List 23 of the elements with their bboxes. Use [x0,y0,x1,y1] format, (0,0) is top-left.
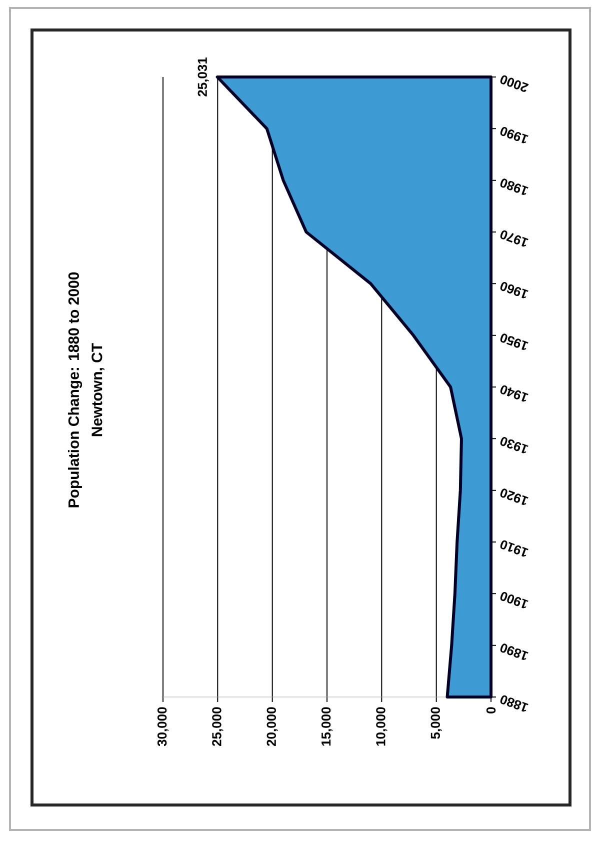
y-tick-label: 1960 [500,282,528,298]
x-tick-label: 30,000 [157,707,169,746]
y-tick-label: 1940 [500,385,528,402]
annotation: 25,031 [198,57,209,96]
y-tick-label: 1950 [500,334,528,350]
y-tick-label: 1920 [500,488,528,505]
y-tick-label: 1930 [500,437,528,454]
text: Newtown, CT [92,343,104,436]
y-tick-label: 1900 [500,592,528,608]
y-tick-label: 1910 [500,540,528,557]
x-tick-label: 10,000 [376,707,388,746]
x-tick-label: 25,000 [212,707,224,746]
text: Population Change: 1880 to 2000 [68,272,82,508]
x-tick-label: 20,000 [266,707,278,746]
y-tick-label: 1990 [500,126,528,144]
y-tick-label: 2000 [500,75,529,92]
x-tick-label: 0 [486,707,496,714]
y-tick-label: 1880 [500,695,528,712]
y-tick-label: 1970 [500,230,528,247]
y-tick-label: 1980 [500,178,528,195]
x-tick-label: 5,000 [430,707,442,739]
x-tick-label: 15,000 [321,707,333,746]
y-tick-label: 1890 [500,644,528,660]
